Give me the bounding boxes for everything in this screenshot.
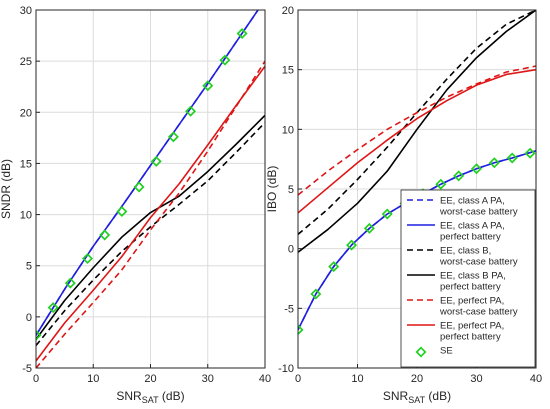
ibo-xtick-label-1: 10 [351, 373, 363, 385]
ibo-se-point-4 [363, 222, 375, 234]
sndr-xtick-label-0: 0 [33, 373, 39, 385]
legend-item-a_worst: EE, class A PA,worst-case battery [407, 196, 518, 218]
legend-label-p_worst-0: EE, perfect PA, [440, 296, 504, 307]
legend-item-p_worst: EE, perfect PA,worst-case battery [407, 296, 518, 318]
sndr-se-point-12 [236, 28, 248, 40]
ibo-ytick-label-1: -5 [284, 303, 294, 315]
ibo-se-point-11 [488, 157, 500, 169]
sndr-se-point-6 [133, 181, 145, 193]
sndr-xtick-label-3: 30 [202, 373, 214, 385]
sndr-series-b_worst [36, 121, 265, 347]
sndr-xtick-label-1: 10 [87, 373, 99, 385]
ibo-series-b_perfect [298, 10, 536, 253]
ibo-xtick-label-2: 20 [411, 373, 423, 385]
legend-item-p_perfect: EE, perfect PA,perfect battery [407, 321, 504, 343]
ibo-se-point-12 [506, 152, 518, 164]
sndr-se-point-9 [185, 105, 197, 117]
sndr-y-axis-label: SNDR (dB) [0, 159, 13, 219]
legend-label-p_perfect-1: perfect battery [440, 332, 501, 343]
legend-label-a_worst-1: worst-case battery [439, 207, 518, 218]
sndr-ytick-label-7: 30 [20, 5, 32, 17]
ibo-se-point-10 [470, 163, 483, 175]
legend-label-p_perfect-0: EE, perfect PA, [440, 321, 504, 332]
sndr-ytick-label-2: 5 [26, 261, 32, 273]
ibo-y-axis-label: IBO (dB) [265, 166, 279, 213]
ibo-se-point-5 [381, 208, 393, 220]
ibo-xtick-label-4: 40 [530, 373, 542, 385]
sndr-se-point-10 [202, 80, 214, 92]
legend-label-a_worst-0: EE, class A PA, [440, 196, 505, 207]
legend-item-se: SE [415, 346, 453, 358]
ibo-se-point-8 [435, 178, 447, 190]
sndr-se-point-5 [116, 206, 128, 218]
sndr-se-point-8 [167, 131, 179, 143]
ibo-se-point-3 [346, 239, 358, 251]
ibo-ytick-label-3: 5 [288, 184, 294, 196]
ibo-series-p_perfect [298, 68, 536, 214]
sndr-ytick-label-6: 25 [20, 56, 32, 68]
sndr-se-point-11 [219, 54, 231, 66]
sndr-series-p_worst [36, 60, 265, 368]
ibo-se-point-9 [453, 170, 465, 182]
legend-label-p_worst-1: worst-case battery [439, 307, 518, 318]
legend-label-se-0: SE [440, 346, 453, 357]
sndr-ytick-label-1: 0 [26, 312, 32, 324]
sndr-se-point-7 [150, 155, 162, 167]
legend-label-a_perfect-0: EE, class A PA, [440, 221, 505, 232]
sndr-ytick-label-0: -5 [22, 363, 32, 375]
sndr-x-axis-label: SNRSAT (dB) [116, 389, 184, 405]
ibo-ytick-label-4: 10 [282, 124, 294, 136]
legend-item-b_worst: EE, class B,worst-case battery [407, 246, 518, 268]
legend-label-b_perfect-0: EE, class B PA, [440, 271, 506, 282]
sndr-series-p_perfect [36, 65, 265, 362]
ibo-ytick-label-5: 15 [282, 65, 294, 77]
ibo-xtick-label-3: 30 [470, 373, 482, 385]
sndr-series-a_perfect [36, 10, 259, 336]
ibo-se-point-13 [524, 147, 536, 159]
ibo-ytick-label-6: 20 [282, 5, 294, 17]
ibo-x-axis-label: SNRSAT (dB) [383, 389, 451, 405]
legend-box [400, 189, 536, 368]
ibo-se-point-2 [328, 261, 340, 273]
ibo-series-p_worst [298, 65, 536, 196]
legend-item-a_perfect: EE, class A PA,perfect battery [407, 221, 505, 243]
legend-label-b_worst-1: worst-case battery [439, 257, 518, 268]
sndr-series-b_perfect [36, 114, 265, 340]
sndr-xtick-label-4: 40 [259, 373, 271, 385]
sndr-se-point-4 [99, 229, 111, 241]
sndr-ytick-label-4: 15 [20, 158, 32, 170]
sndr-ytick-label-5: 20 [20, 107, 32, 119]
sndr-se-point-1 [47, 302, 59, 314]
ibo-chart: 0 10 20 30 40 -10 -5 0 5 10 15 20 SNRSAT (dB) IBO (dB… [265, 5, 542, 405]
legend-label-b_perfect-1: perfect battery [440, 282, 501, 293]
ibo-se-point-1 [310, 288, 322, 300]
ibo-ytick-label-0: -10 [278, 363, 294, 375]
sndr-se-point-0 [36, 329, 42, 341]
sndr-ytick-label-3: 10 [20, 210, 32, 222]
sndr-se-point-2 [64, 277, 76, 289]
legend-label-a_perfect-1: perfect battery [440, 232, 501, 243]
legend-diamond-symbol [415, 346, 427, 358]
ibo-ytick-label-2: 0 [288, 244, 294, 256]
ibo-xtick-label-0: 0 [295, 373, 301, 385]
legend-item-b_perfect: EE, class B PA,perfect battery [407, 271, 506, 293]
legend-label-b_worst-0: EE, class B, [440, 246, 491, 257]
ibo-se-point-0 [298, 324, 304, 336]
sndr-se-point-3 [82, 253, 94, 265]
sndr-xtick-label-2: 20 [144, 373, 156, 385]
sndr-plot-area [36, 10, 265, 368]
